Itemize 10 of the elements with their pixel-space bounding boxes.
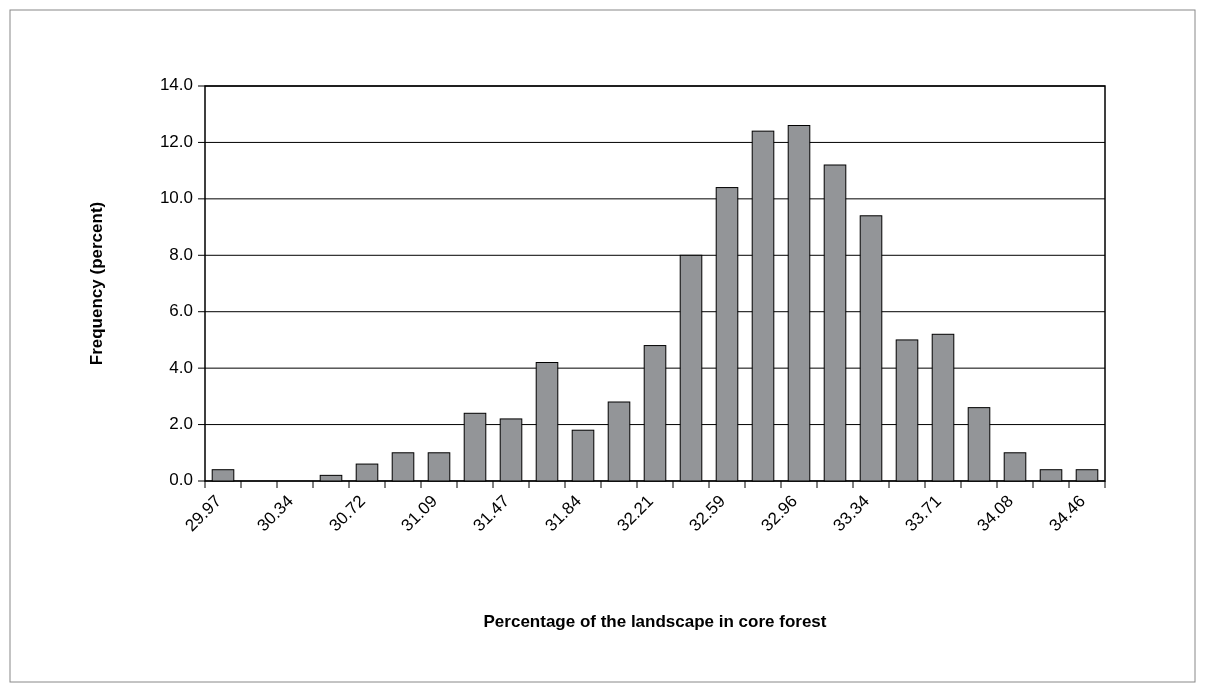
y-tick-label: 6.0 (169, 301, 193, 321)
y-axis-title: Frequency (percent) (87, 201, 106, 366)
x-axis-title: Percentage of the landscape in core forest (483, 612, 827, 631)
y-tick-label: 12.0 (159, 131, 193, 151)
y-tick-label: 0.0 (169, 470, 193, 490)
y-tick-label: 2.0 (169, 414, 193, 434)
y-tick-label: 14.0 (159, 75, 193, 95)
y-tick-label: 4.0 (169, 357, 193, 377)
y-tick-label: 10.0 (159, 188, 193, 208)
y-tick-label: 8.0 (169, 244, 193, 264)
